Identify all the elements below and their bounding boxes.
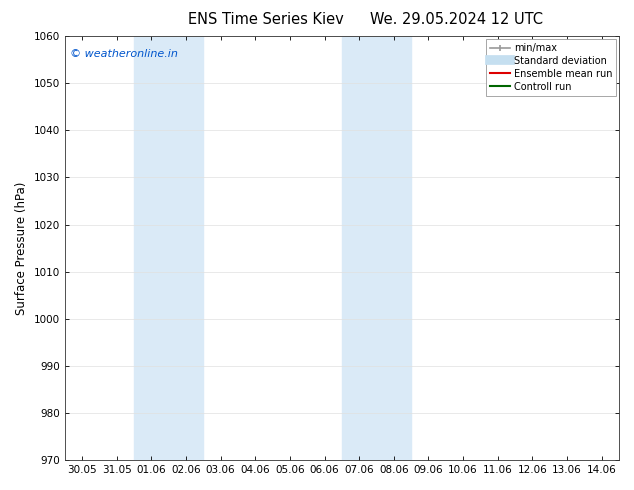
Y-axis label: Surface Pressure (hPa): Surface Pressure (hPa) [15, 181, 28, 315]
Text: © weatheronline.in: © weatheronline.in [70, 49, 178, 59]
Text: ENS Time Series Kiev: ENS Time Series Kiev [188, 12, 344, 27]
Text: We. 29.05.2024 12 UTC: We. 29.05.2024 12 UTC [370, 12, 543, 27]
Bar [134, 36, 204, 460]
Legend: min/max, Standard deviation, Ensemble mean run, Controll run: min/max, Standard deviation, Ensemble me… [486, 39, 616, 96]
Bar [342, 36, 411, 460]
